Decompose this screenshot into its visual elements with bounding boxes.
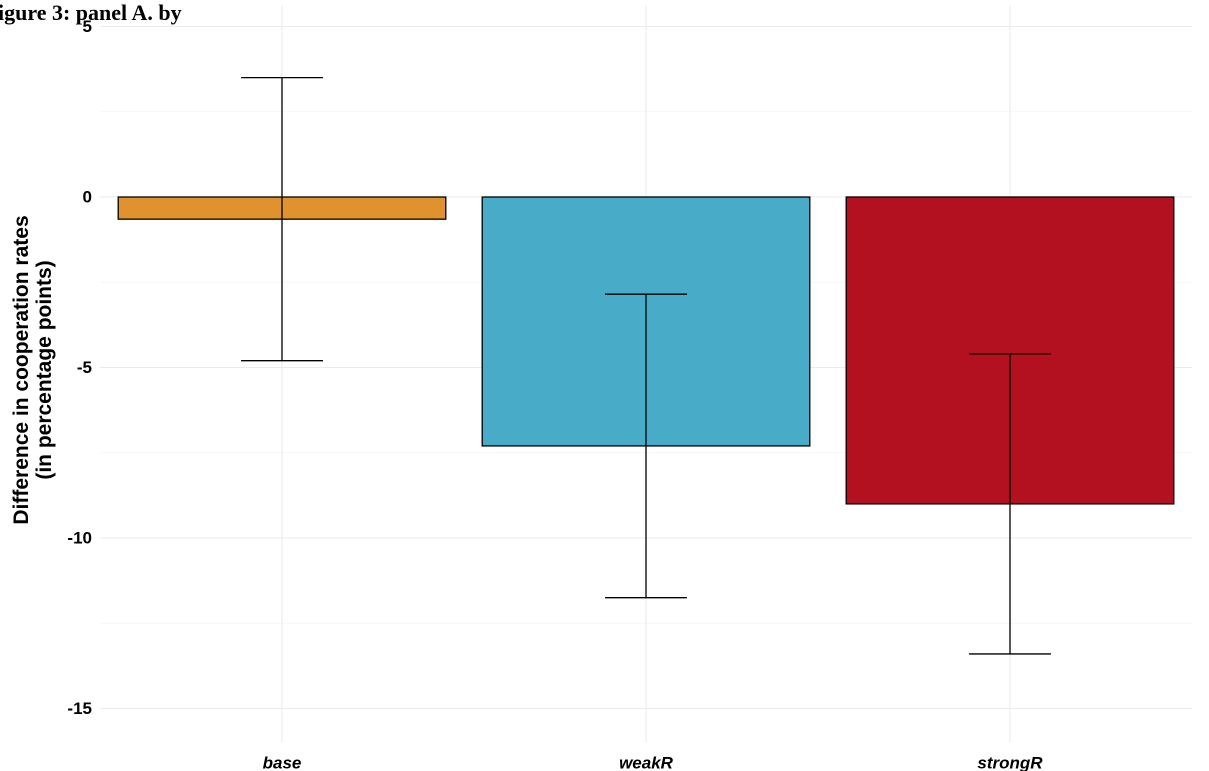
- x-tick-label: base: [263, 754, 302, 771]
- y-axis-label-line-2: (in percentage points): [33, 260, 56, 479]
- y-axis-label-line-1: Difference in cooperation rates: [10, 215, 33, 524]
- y-axis-ticks: 5 0 -5 -10 -15: [67, 17, 92, 718]
- y-tick-label: 0: [83, 188, 92, 207]
- errorbar-layer: [241, 77, 1051, 655]
- y-tick-label: -5: [77, 358, 92, 377]
- chart-title: igure 3: panel A. by: [0, 0, 182, 25]
- y-tick-label: -10: [67, 529, 92, 548]
- x-tick-label: weakR: [619, 754, 674, 771]
- y-tick-label: -15: [67, 699, 92, 718]
- x-axis-ticks: base weakR strongR: [263, 754, 1044, 771]
- x-tick-label: strongR: [977, 754, 1043, 771]
- y-tick-label: 5: [83, 17, 92, 36]
